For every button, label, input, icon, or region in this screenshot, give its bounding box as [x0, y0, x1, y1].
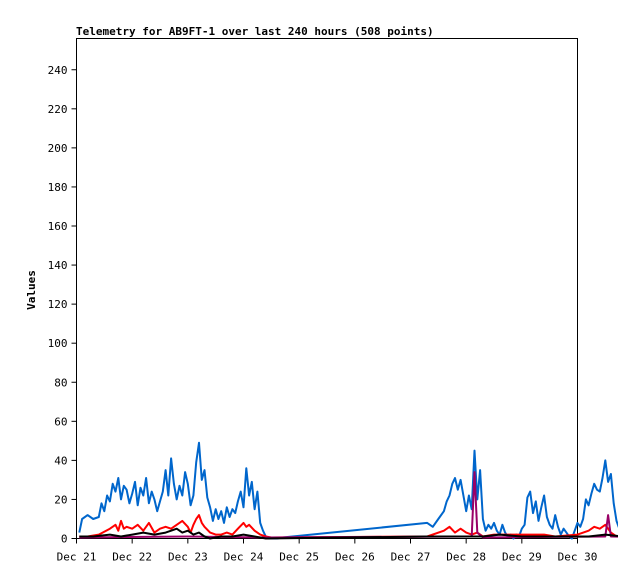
y-tick-label: 220 — [48, 103, 68, 116]
x-tick-label: Dec 30 — [558, 551, 598, 564]
y-tick-label: 20 — [54, 493, 67, 506]
x-tick-label: Dec 28 — [446, 551, 486, 564]
series-layer — [78, 441, 618, 540]
y-tick-label: 80 — [54, 376, 67, 389]
x-tick-label: Dec 29 — [502, 551, 542, 564]
series-line-4 — [79, 527, 618, 540]
y-tick-label: 160 — [48, 220, 68, 233]
x-axis: Dec 21 Dec 22 Dec 23 Dec 24 Dec 25 Dec 26 Dec … — [57, 538, 598, 564]
y-tick-label: 60 — [54, 415, 67, 428]
y-axis-label: Values — [25, 270, 38, 310]
y-tick-label: 240 — [48, 64, 68, 77]
x-tick-label: Dec 23 — [168, 551, 208, 564]
y-tick-label: 0 — [61, 533, 68, 546]
y-axis: 0 20 40 60 80 100 120 140 160 180 200 220 240 — [48, 64, 77, 546]
chart-title: Telemetry for AB9FT-1 over last 240 hour… — [76, 25, 434, 38]
x-tick-label: Dec 25 — [279, 551, 319, 564]
y-tick-label: 120 — [48, 298, 68, 311]
x-tick-label: Dec 22 — [112, 551, 152, 564]
y-tick-label: 180 — [48, 181, 68, 194]
series-line-3 — [79, 471, 618, 539]
y-tick-label: 140 — [48, 259, 68, 272]
x-tick-label: Dec 21 — [57, 551, 97, 564]
y-tick-label: 40 — [54, 454, 67, 467]
x-tick-label: Dec 27 — [391, 551, 431, 564]
x-tick-label: Dec 26 — [335, 551, 375, 564]
x-tick-label: Dec 24 — [224, 551, 264, 564]
plot-frame — [76, 38, 578, 539]
y-tick-label: 100 — [48, 337, 68, 350]
series-line-1 — [78, 441, 618, 540]
y-tick-label: 200 — [48, 142, 68, 155]
